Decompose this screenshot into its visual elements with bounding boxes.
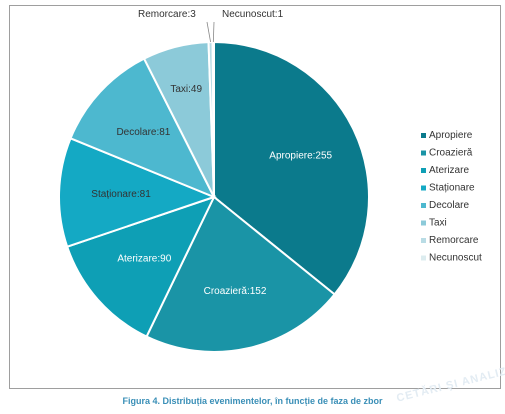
slice-label-stationare: Staționare:81 xyxy=(91,189,151,200)
legend-swatch-stationare xyxy=(421,185,426,191)
slice-label-taxi: Taxi:49 xyxy=(170,84,202,95)
legend-swatch-apropiere xyxy=(421,133,426,138)
leader-line-necunoscut xyxy=(212,21,215,43)
slice-label-remorcare: Remorcare:3 xyxy=(138,9,196,20)
pie-slice-stationare xyxy=(58,137,217,248)
legend-swatch-taxi xyxy=(421,220,426,226)
slice-label-necunoscut: Necunoscut:1 xyxy=(222,9,284,20)
legend-label-remorcare: Remorcare xyxy=(429,235,479,246)
legend-swatch-aterizare xyxy=(421,168,426,173)
slice-label-decolare: Decolare:81 xyxy=(116,127,170,138)
pie-slice-necunoscut xyxy=(211,40,215,198)
pie-slice-croaziera xyxy=(145,195,336,353)
legend-swatch-remorcare xyxy=(421,238,426,243)
pie-slice-apropiere xyxy=(213,40,370,296)
slice-label-aterizare: Aterizare:90 xyxy=(117,254,171,265)
legend-label-necunoscut: Necunoscut xyxy=(429,253,482,264)
slice-label-croaziera: Croazieră:152 xyxy=(204,286,267,297)
legend-swatch-decolare xyxy=(421,203,426,208)
legend-label-apropiere: Apropiere xyxy=(429,130,473,141)
pie-slice-decolare xyxy=(69,57,217,199)
legend-label-stationare: Staționare xyxy=(429,183,475,194)
legend-label-croaziera: Croazieră xyxy=(429,148,473,159)
slice-label-apropiere: Apropiere:255 xyxy=(269,151,332,162)
leader-line-remorcare xyxy=(206,21,211,43)
legend-label-taxi: Taxi xyxy=(429,218,447,229)
legend: Apropiere Croazieră Aterizare Staționare Dec… xyxy=(421,130,482,264)
legend-label-aterizare: Aterizare xyxy=(429,165,469,176)
legend-swatch-croaziera xyxy=(421,150,426,156)
pie-slice-aterizare xyxy=(65,195,216,338)
legend-swatch-necunoscut xyxy=(421,255,426,261)
legend-label-decolare: Decolare xyxy=(429,200,469,211)
figure-caption: Figura 4. Distribuția evenimentelor, în … xyxy=(122,396,383,406)
